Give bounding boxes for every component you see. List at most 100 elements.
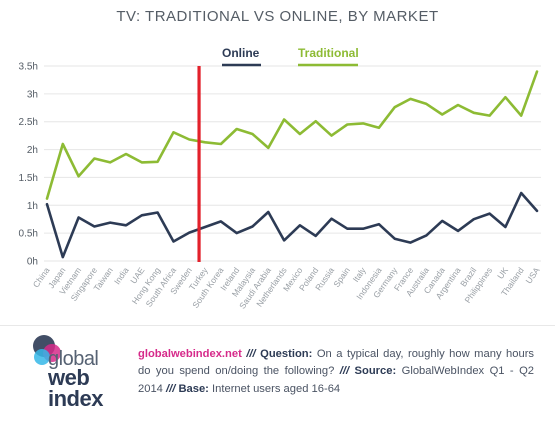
logo-word-web: web — [48, 365, 90, 391]
footer-divider — [0, 325, 555, 326]
data-point-traditional — [536, 70, 538, 73]
chart-title: TV: TRADITIONAL VS ONLINE, BY MARKET — [116, 8, 439, 25]
source-text: GlobalWebIndex Q1 - Q2 2014 — [138, 365, 535, 395]
data-point-traditional — [172, 131, 175, 134]
data-point-online — [409, 241, 412, 244]
data-point-online — [520, 192, 523, 194]
data-point-online — [346, 227, 349, 230]
legend: Online Traditional — [222, 46, 359, 67]
y-tick-label: 1h — [27, 201, 38, 212]
data-point-traditional — [125, 153, 127, 155]
data-point-online — [283, 239, 285, 242]
data-point-traditional — [425, 102, 428, 105]
data-point-online — [251, 225, 254, 228]
data-point-traditional — [299, 133, 301, 135]
data-point-online — [393, 237, 396, 240]
y-tick-label: 0h — [27, 257, 38, 268]
data-point-online — [267, 211, 270, 213]
source-label: Source: — [354, 365, 397, 378]
legend-label-traditional: Traditional — [298, 46, 359, 60]
logo-word-global: global — [48, 348, 99, 370]
data-point-traditional — [219, 143, 222, 145]
data-point-online — [504, 226, 507, 228]
separator: /// — [246, 348, 256, 360]
base-text: Internet users aged 16-64 — [212, 382, 341, 395]
data-point-traditional — [77, 175, 80, 178]
data-point-online — [77, 216, 80, 219]
logo-wordmark: global web index — [48, 348, 103, 411]
data-point-traditional — [393, 106, 396, 109]
data-point-online — [235, 232, 238, 235]
x-tick-label: India — [112, 265, 131, 286]
data-point-traditional — [520, 114, 523, 117]
data-point-traditional — [235, 128, 238, 130]
y-tick-label: 1.5h — [19, 173, 38, 184]
y-tick-label: 3.5h — [19, 62, 38, 73]
series-lines — [45, 70, 539, 259]
data-point-traditional — [409, 97, 412, 100]
data-point-traditional — [93, 157, 96, 160]
data-point-online — [109, 221, 112, 224]
base-label: Base: — [178, 382, 209, 395]
series-line-online — [45, 191, 539, 259]
data-point-online — [362, 227, 365, 230]
data-point-traditional — [362, 122, 365, 125]
data-point-online — [140, 214, 143, 217]
data-point-traditional — [378, 126, 380, 129]
data-point-traditional — [283, 118, 285, 121]
data-point-online — [378, 223, 380, 226]
data-point-online — [93, 225, 96, 228]
line-chart: 0h 0.5h 1h 1.5h 2h 2.5h 3h 3.5h ChinaJapanVietn… — [19, 46, 542, 311]
y-axis-ticks: 0h 0.5h 1h 1.5h 2h 2.5h 3h 3.5h — [19, 62, 38, 268]
x-tick-label: USA — [523, 265, 541, 285]
data-point-traditional — [46, 197, 48, 200]
data-point-traditional — [156, 160, 159, 163]
data-point-traditional — [61, 143, 64, 145]
data-point-online — [425, 234, 428, 237]
data-point-traditional — [330, 134, 333, 137]
data-point-traditional — [267, 147, 270, 149]
data-point-online — [204, 226, 206, 228]
data-point-traditional — [441, 113, 444, 116]
legend-label-online: Online — [222, 46, 260, 60]
data-point-traditional — [140, 161, 143, 164]
data-point-online — [219, 220, 222, 223]
question-label: Question: — [260, 348, 313, 360]
data-point-traditional — [109, 161, 112, 164]
data-point-online — [330, 217, 333, 220]
data-point-online — [457, 230, 459, 232]
separator: /// — [339, 365, 350, 378]
data-point-traditional — [488, 114, 491, 117]
data-point-online — [188, 231, 191, 234]
source-note: globalwebindex.net /// Question: On a ty… — [138, 346, 534, 398]
data-point-traditional — [251, 133, 254, 135]
y-tick-label: 0.5h — [19, 229, 38, 240]
data-point-online — [314, 235, 317, 237]
x-tick-label: Spain — [331, 265, 352, 289]
data-point-traditional — [504, 96, 507, 99]
y-tick-label: 2h — [27, 145, 38, 156]
data-point-online — [172, 240, 175, 243]
y-tick-label: 2.5h — [19, 117, 38, 128]
data-point-traditional — [314, 120, 317, 123]
series-line-traditional — [45, 70, 539, 200]
x-axis-ticks: ChinaJapanVietnamSingaporeTaiwanIndiaUAE… — [31, 265, 542, 311]
data-point-traditional — [457, 104, 459, 106]
data-point-traditional — [188, 138, 191, 141]
data-point-online — [46, 203, 48, 206]
data-point-online — [536, 209, 538, 212]
logo-word-index: index — [48, 385, 103, 411]
data-point-traditional — [472, 111, 475, 114]
data-point-online — [472, 218, 475, 221]
data-point-online — [441, 219, 444, 222]
data-point-online — [299, 224, 301, 227]
brand-link[interactable]: globalwebindex.net — [138, 348, 242, 360]
data-point-traditional — [204, 141, 206, 144]
separator: /// — [166, 382, 176, 395]
question-text: On a typical day, roughly how many hours… — [138, 348, 535, 378]
data-point-online — [488, 212, 491, 215]
y-tick-label: 3h — [27, 89, 38, 100]
data-point-online — [156, 211, 159, 214]
globalwebindex-logo-icon — [33, 335, 61, 365]
data-point-traditional — [346, 123, 349, 126]
